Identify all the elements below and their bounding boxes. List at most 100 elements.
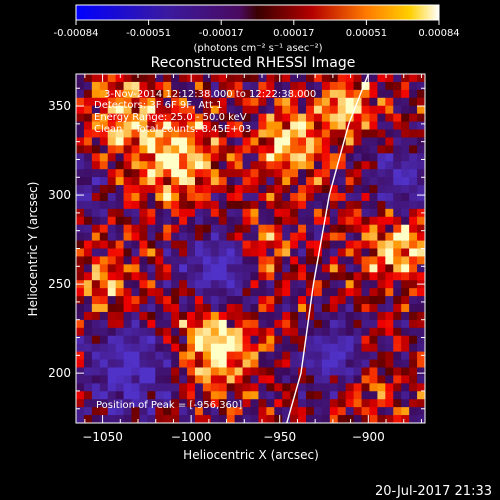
heatmap-cell [179,224,188,234]
heatmap-cell [218,351,228,360]
heatmap-cell [401,200,410,210]
heatmap-cell [306,256,315,265]
heatmap-cell [409,129,418,138]
heatmap-cell [242,129,251,138]
heatmap-cell [385,407,394,416]
heatmap-cell [99,407,109,416]
heatmap-cell [131,248,140,257]
heatmap-cell [282,375,291,384]
heatmap-cell [250,74,259,83]
heatmap-cell [179,161,188,170]
info-time-range: 3-Nov-2014 12:12:38.000 to 12:22:38.000 [104,89,316,100]
chart-title: Reconstructed RHESSI Image [151,55,356,71]
heatmap-cell [194,74,204,83]
heatmap-cell [385,375,394,384]
heatmap-cell [123,208,132,218]
heatmap-cell [202,359,212,368]
heatmap-cell [361,391,370,400]
heatmap-cell [210,319,220,329]
heatmap-cell [377,335,386,345]
heatmap-cell [369,185,378,194]
heatmap-cell [258,264,267,273]
heatmap-cell [99,264,109,273]
heatmap-cell [202,280,212,289]
heatmap-cell [194,224,204,234]
heatmap-cell [369,216,378,226]
heatmap-cell [377,129,386,138]
info-block: 3-Nov-2014 12:12:38.000 to 12:22:38.000 … [94,89,316,411]
heatmap-cell [91,161,101,170]
heatmap-cell [171,129,180,138]
heatmap-cell [417,272,425,281]
heatmap-cell [210,177,220,186]
heatmap-cell [298,232,307,241]
heatmap-cell [179,232,188,241]
heatmap-cell [99,121,109,130]
heatmap-cell [194,240,204,249]
heatmap-cell [306,74,315,83]
heatmap-cell [377,216,386,226]
heatmap-cell [194,129,204,138]
heatmap-cell [345,161,355,170]
heatmap-cell [76,161,85,170]
heatmap-cell [274,375,283,384]
heatmap-cell [393,129,402,138]
heatmap-cell [321,280,331,289]
heatmap-cell [115,145,124,154]
heatmap-cell [274,200,283,210]
heatmap-cell [274,145,283,154]
heatmap-cell [353,327,362,337]
heatmap-cell [171,407,180,416]
heatmap-cell [242,248,251,257]
heatmap-cell [131,391,140,400]
heatmap-cell [147,208,156,218]
heatmap-cell [163,161,172,170]
heatmap-cell [179,391,188,400]
heatmap-cell [417,161,425,170]
heatmap-cell [401,240,410,249]
heatmap-cell [313,280,323,289]
heatmap-cell [345,145,355,154]
heatmap-cell [115,232,124,241]
heatmap-cell [393,97,402,107]
heatmap-cell [226,351,236,360]
x-tick-label: −1000 [171,430,212,444]
heatmap-cell [353,74,362,83]
heatmap-cell [210,145,220,154]
heatmap-cell [210,343,220,353]
heatmap-cell [83,121,93,130]
heatmap-cell [417,177,425,186]
heatmap-cell [115,335,124,345]
heatmap-cell [298,296,307,305]
heatmap-cell [91,407,101,416]
heatmap-cell [194,343,204,353]
heatmap-cell [266,407,275,416]
heatmap-cell [218,161,228,170]
heatmap-cell [202,161,212,170]
heatmap-cell [155,407,164,416]
heatmap-cell [163,399,172,408]
heatmap-cell [226,256,236,265]
heatmap-cell [409,367,418,376]
heatmap-cell [306,129,315,138]
heatmap-cell [298,153,307,162]
heatmap-cell [290,89,299,99]
heatmap-cell [163,177,172,186]
heatmap-cell [226,327,236,337]
heatmap-cell [242,351,251,360]
heatmap-cell [313,375,323,384]
heatmap-cell [83,89,93,99]
heatmap-cell [377,351,386,360]
heatmap-cell [210,383,220,392]
heatmap-cell [91,335,101,345]
heatmap-cell [123,145,132,154]
heatmap-cell [155,256,164,265]
heatmap-cell [361,327,370,337]
heatmap-cell [250,121,259,130]
heatmap-cell [179,185,188,194]
heatmap-cell [282,153,291,162]
heatmap-cell [290,264,299,273]
colorbar-tick-label: 0.00084 [418,28,459,39]
info-detectors: Detectors: 3F 6F 9F, Att 1 [94,100,222,111]
heatmap-cell [369,383,378,392]
